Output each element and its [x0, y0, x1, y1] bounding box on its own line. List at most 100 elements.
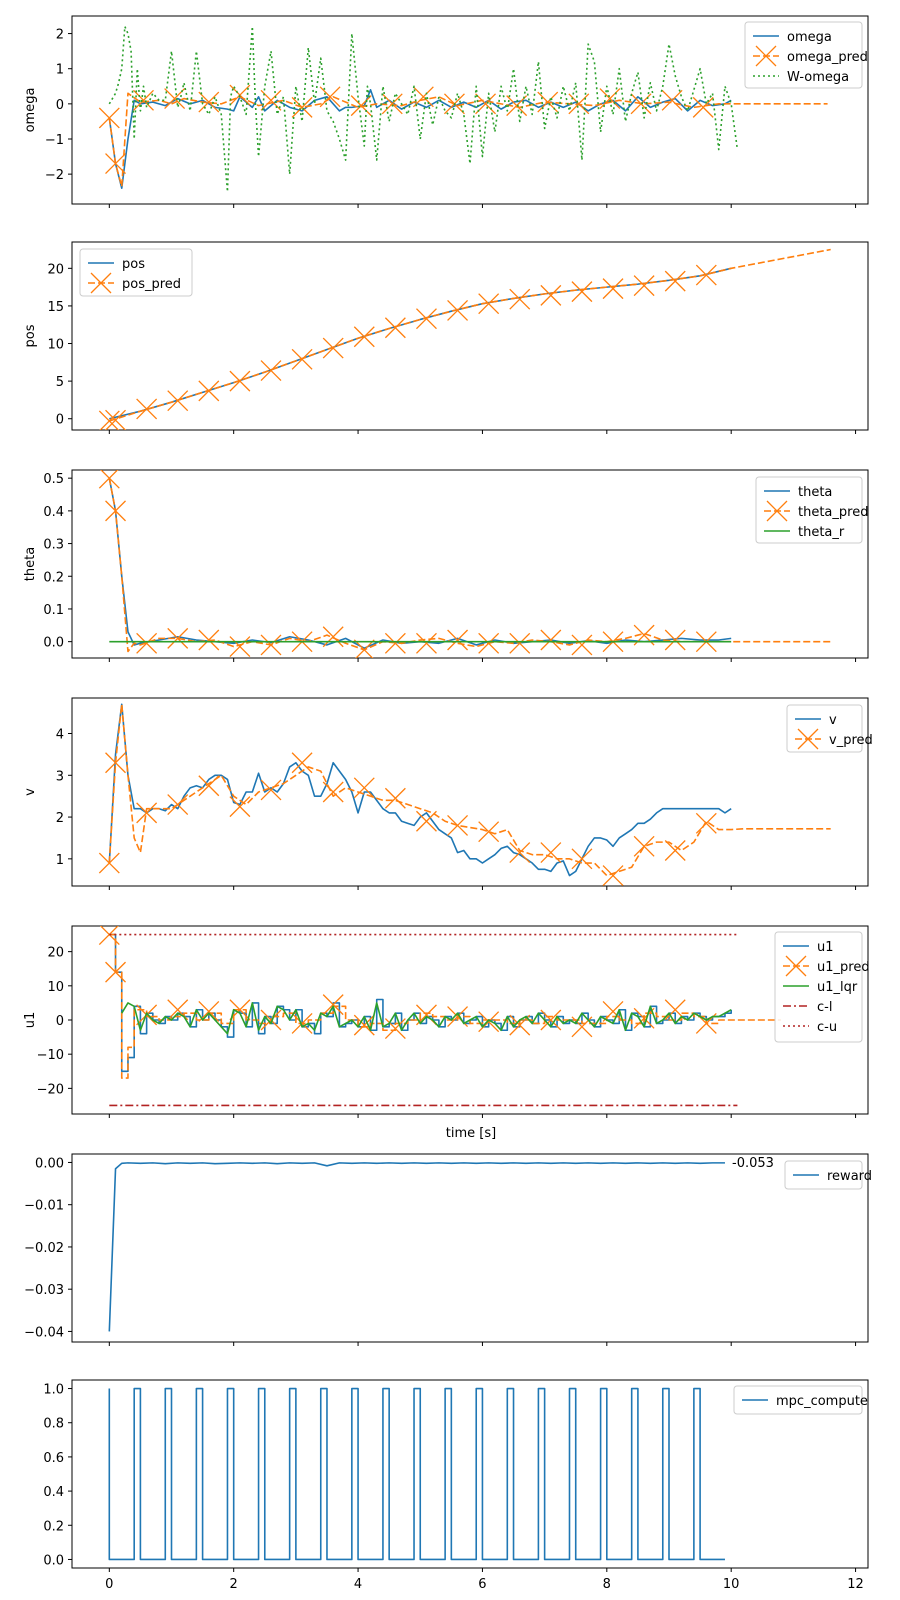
series-pos-pred-marker [509, 288, 531, 310]
y-tick-label: 0.2 [43, 1519, 64, 1534]
legend-label: omega [787, 30, 832, 45]
y-axis-label: omega [23, 88, 38, 133]
y-tick-label: 1 [56, 853, 64, 868]
series-theta-pred-marker [98, 470, 120, 489]
series-u1-pred-marker [602, 1000, 624, 1022]
axes-frame [71, 697, 869, 887]
series-omega-pred-marker [506, 95, 528, 117]
legend-box [755, 476, 863, 544]
legend: u1 u1_pred u1_lqr c-l c-u [774, 931, 870, 1043]
series-v-pred-marker [695, 812, 717, 834]
y-tick-label: 0.4 [43, 505, 64, 520]
series-v-pred-marker [509, 842, 531, 864]
series-theta-pred-marker [322, 626, 344, 648]
legend-label: u1 [817, 940, 834, 955]
series-theta-pred-marker [571, 634, 593, 656]
series-omega-pred-marker [105, 153, 126, 175]
y-tick-label: −0.04 [24, 1325, 64, 1340]
series-theta-pred-marker [229, 636, 251, 658]
legend-label: omega_pred [787, 50, 868, 65]
y-tick-label: −0.03 [24, 1283, 64, 1298]
series-u1-pred-marker [322, 994, 344, 1016]
series-omega-pred-marker [98, 107, 120, 129]
y-tick-label: 0.1 [43, 603, 64, 618]
series-theta-pred-marker [540, 629, 562, 651]
series-pos-pred-marker [633, 275, 655, 297]
y-tick-label: −0.01 [24, 1199, 64, 1214]
legend-marker [766, 500, 788, 522]
series-v-pred-line [108, 703, 831, 877]
series-pos-pred-marker [478, 293, 500, 315]
axes-frame [71, 15, 869, 205]
series-u1-pred-marker [105, 961, 126, 983]
legend: pos pos_pred [79, 248, 193, 297]
y-tick-label: −20 [37, 1082, 64, 1097]
legend: v v_pred [786, 704, 873, 753]
legend-label: u1_lqr [817, 980, 858, 995]
subplot-7: 0.0 0.2 0.4 0.6 0.8 1.0 0 2 4 6 8 10 12 mpc_compute [43, 1379, 869, 1592]
series-v-pred-marker [260, 779, 282, 801]
series-u1-pred-marker [478, 1011, 500, 1033]
series-pos-line [109, 267, 732, 420]
series-reward-line [108, 1162, 725, 1332]
series-pos-pred-marker [416, 308, 437, 330]
legend-label: mpc_compute [776, 1394, 868, 1409]
y-tick-label: 2 [56, 28, 64, 43]
series-v-pred-marker [571, 848, 593, 870]
series-theta-pred-marker [136, 632, 158, 654]
x-tick-label: 8 [603, 1577, 611, 1592]
series-u1-line [109, 933, 732, 1073]
series-pos-pred-marker [198, 380, 220, 402]
y-tick-label: 0.2 [43, 570, 64, 585]
y-tick-label: −1 [45, 133, 64, 148]
series-u1-pred-marker [384, 1018, 406, 1040]
legend-label: pos_pred [122, 277, 181, 292]
series-theta-pred-marker [198, 629, 220, 651]
y-tick-label: 20 [47, 262, 64, 277]
y-axis-label: u1 [23, 1012, 38, 1029]
series-v-pred-marker [353, 777, 375, 799]
y-tick-label: 3 [56, 769, 64, 784]
legend-label: c-l [817, 1000, 832, 1015]
legend-box [744, 21, 863, 89]
y-axis-label: v [23, 788, 38, 796]
series-pos-pred-marker [291, 348, 313, 370]
series-u1-pred-line [109, 933, 781, 1079]
series-v-line [108, 703, 732, 877]
y-tick-label: −10 [37, 1048, 64, 1063]
y-tick-label: 20 [47, 946, 64, 961]
subplot-6: 0.00 −0.01 −0.02 −0.03 −0.04 -0.053 reward [24, 1153, 872, 1346]
y-tick-label: 0 [56, 413, 64, 428]
series-theta-pred-marker [384, 632, 406, 654]
series-u1-pred-marker [260, 1009, 282, 1031]
y-axis-label: pos [23, 324, 38, 347]
series-theta-pred-marker [167, 627, 189, 649]
subplot-1: −2 −1 0 1 2 omega omega omega_pred W-omega [23, 15, 869, 208]
plot-area [98, 703, 831, 886]
plot-area [98, 25, 828, 193]
y-tick-label: 5 [56, 375, 64, 390]
series-pos-pred-marker [322, 337, 344, 359]
series-omega-pred-marker [291, 96, 313, 118]
x-tick-label: 0 [105, 1577, 113, 1592]
subplot-5: −20 −10 0 10 20 u1 time [s] u1 u1_pred u1_lqr c-l c… [23, 925, 870, 1141]
series-theta-pred-marker [353, 639, 375, 658]
series-omega-pred-marker [412, 86, 434, 108]
legend-box [784, 1160, 863, 1190]
legend: theta theta_pred theta_r [755, 476, 868, 544]
series-theta-pred-marker [416, 632, 437, 654]
series-pos-pred-marker [167, 390, 189, 412]
y-tick-label: 2 [56, 811, 64, 826]
series-pos-pred-marker [695, 264, 717, 286]
axes-frame [71, 241, 869, 431]
legend-label: c-u [817, 1020, 837, 1035]
series-theta-pred-marker [664, 629, 686, 651]
legend-box [733, 1385, 863, 1415]
legend-label: v [829, 713, 837, 728]
plot-area [108, 1162, 725, 1332]
subplot-2: 0 5 10 15 20 pos pos pos_pred [23, 241, 869, 434]
series-u1-pred-marker [540, 1009, 562, 1031]
y-tick-label: −0.02 [24, 1241, 64, 1256]
legend-box [774, 931, 863, 1043]
